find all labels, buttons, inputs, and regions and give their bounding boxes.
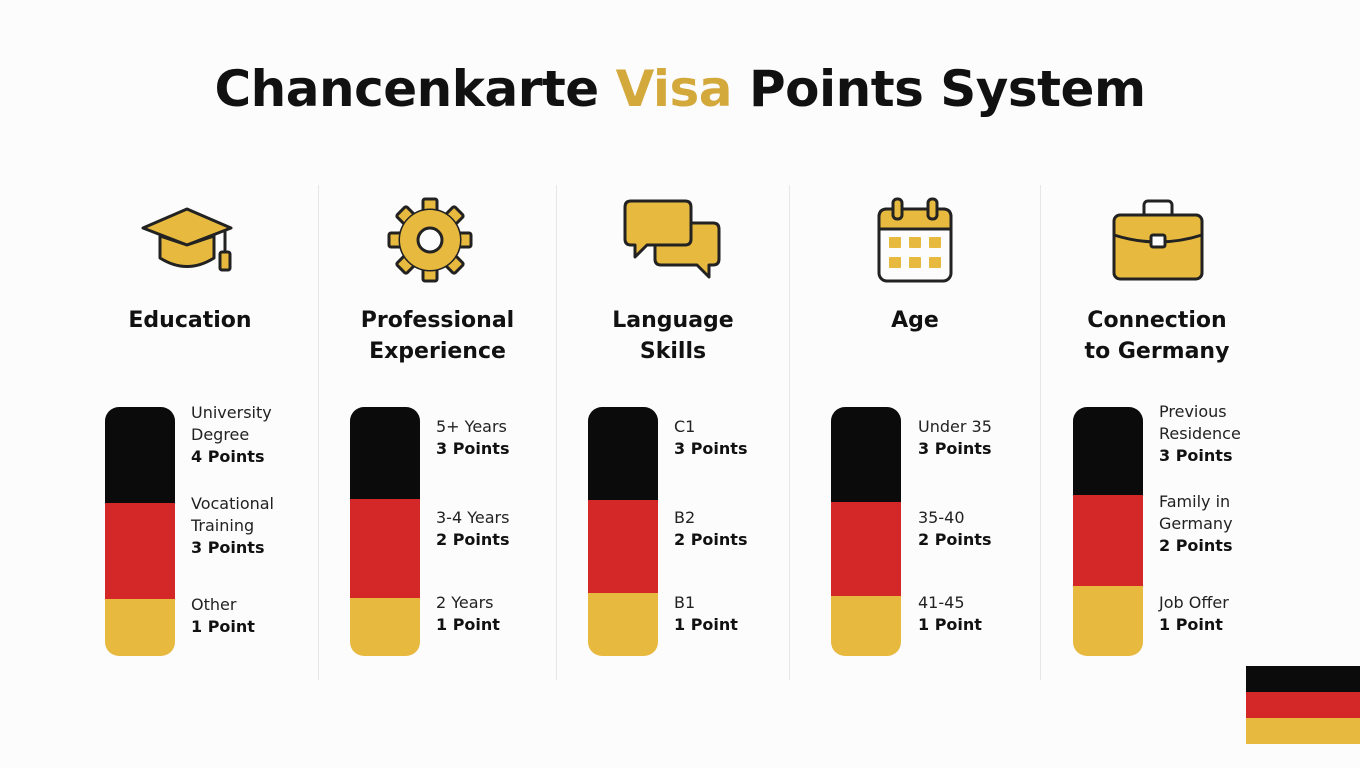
tier-points: 2 Points bbox=[436, 530, 510, 549]
points-bar bbox=[831, 407, 901, 656]
page-title: Chancenkarte Visa Points System bbox=[0, 60, 1360, 118]
column-language-skills: Language Skills C1 3 Points B2 2 Points … bbox=[558, 185, 788, 680]
title-accent: Visa bbox=[615, 60, 733, 118]
bar-segment-black bbox=[588, 407, 658, 500]
points-bar bbox=[105, 407, 175, 656]
tier-41-45: 41-45 1 Point bbox=[918, 593, 982, 634]
flag-stripe-red bbox=[1246, 692, 1360, 718]
tier-b1: B1 1 Point bbox=[674, 593, 738, 634]
bar-segment-black bbox=[350, 407, 420, 499]
tier-points: 1 Point bbox=[191, 617, 255, 636]
bar-segment-black bbox=[1073, 407, 1143, 495]
points-bar bbox=[350, 407, 420, 656]
column-age: Age Under 35 3 Points 35-40 2 Points 41-… bbox=[791, 185, 1039, 680]
tier-points: 4 Points bbox=[191, 447, 265, 466]
calendar-icon bbox=[865, 195, 965, 285]
bar-segment-gold bbox=[831, 596, 901, 656]
tier-points: 3 Points bbox=[436, 439, 510, 458]
tier-previous-residence: Previous Residence 3 Points bbox=[1159, 402, 1241, 465]
tier-5-plus-years: 5+ Years 3 Points bbox=[436, 417, 510, 458]
bar-segment-red bbox=[105, 503, 175, 599]
column-title: Language Skills bbox=[612, 308, 734, 364]
tier-35-40: 35-40 2 Points bbox=[918, 508, 992, 549]
tier-university-degree: University Degree 4 Points bbox=[191, 403, 272, 466]
tier-points: 2 Points bbox=[1159, 536, 1233, 555]
column-title: Age bbox=[891, 308, 939, 333]
tier-other: Other 1 Point bbox=[191, 595, 255, 636]
tier-points: 3 Points bbox=[674, 439, 748, 458]
tier-points: 1 Point bbox=[918, 615, 982, 634]
gear-icon bbox=[380, 195, 480, 285]
tier-3-4-years: 3-4 Years 2 Points bbox=[436, 508, 510, 549]
tier-2-years: 2 Years 1 Point bbox=[436, 593, 500, 634]
tier-points: 1 Point bbox=[436, 615, 500, 634]
title-part-2: Points System bbox=[732, 60, 1146, 118]
germany-flag bbox=[1246, 666, 1360, 744]
tier-vocational-training: Vocational Training 3 Points bbox=[191, 494, 274, 557]
tier-b2: B2 2 Points bbox=[674, 508, 748, 549]
tier-job-offer: Job Offer 1 Point bbox=[1159, 593, 1229, 634]
tier-c1: C1 3 Points bbox=[674, 417, 748, 458]
column-divider bbox=[556, 185, 557, 680]
tier-points: 2 Points bbox=[918, 530, 992, 549]
points-bar bbox=[588, 407, 658, 656]
bar-segment-black bbox=[105, 407, 175, 503]
bar-segment-red bbox=[1073, 495, 1143, 586]
column-title: Education bbox=[128, 308, 252, 333]
title-part-1: Chancenkarte bbox=[214, 60, 616, 118]
tier-points: 3 Points bbox=[191, 538, 265, 557]
graduation-cap-icon bbox=[135, 195, 235, 285]
column-divider bbox=[1040, 185, 1041, 680]
column-divider bbox=[318, 185, 319, 680]
flag-stripe-black bbox=[1246, 666, 1360, 692]
column-connection-to-germany: Connection to Germany Previous Residence… bbox=[1042, 185, 1290, 680]
briefcase-icon bbox=[1108, 195, 1208, 285]
points-bar bbox=[1073, 407, 1143, 656]
column-professional-experience: Professional Experience 5+ Years 3 Point… bbox=[320, 185, 555, 680]
tier-points: 2 Points bbox=[674, 530, 748, 549]
chat-bubbles-icon bbox=[621, 195, 721, 285]
column-title: Connection to Germany bbox=[1084, 308, 1230, 364]
tier-points: 1 Point bbox=[674, 615, 738, 634]
column-education: Education University Degree 4 Points Voc… bbox=[70, 185, 310, 680]
flag-stripe-gold bbox=[1246, 718, 1360, 744]
bar-segment-red bbox=[588, 500, 658, 593]
tier-under-35: Under 35 3 Points bbox=[918, 417, 992, 458]
points-columns: Education University Degree 4 Points Voc… bbox=[70, 185, 1290, 680]
tier-points: 1 Point bbox=[1159, 615, 1223, 634]
column-title: Professional Experience bbox=[360, 308, 515, 364]
bar-segment-gold bbox=[1073, 586, 1143, 656]
column-divider bbox=[789, 185, 790, 680]
bar-segment-gold bbox=[350, 598, 420, 656]
bar-segment-red bbox=[350, 499, 420, 598]
bar-segment-red bbox=[831, 502, 901, 596]
tier-points: 3 Points bbox=[918, 439, 992, 458]
bar-segment-gold bbox=[105, 599, 175, 656]
bar-segment-black bbox=[831, 407, 901, 502]
tier-points: 3 Points bbox=[1159, 446, 1233, 465]
tier-family-in-germany: Family in Germany 2 Points bbox=[1159, 492, 1233, 555]
bar-segment-gold bbox=[588, 593, 658, 656]
